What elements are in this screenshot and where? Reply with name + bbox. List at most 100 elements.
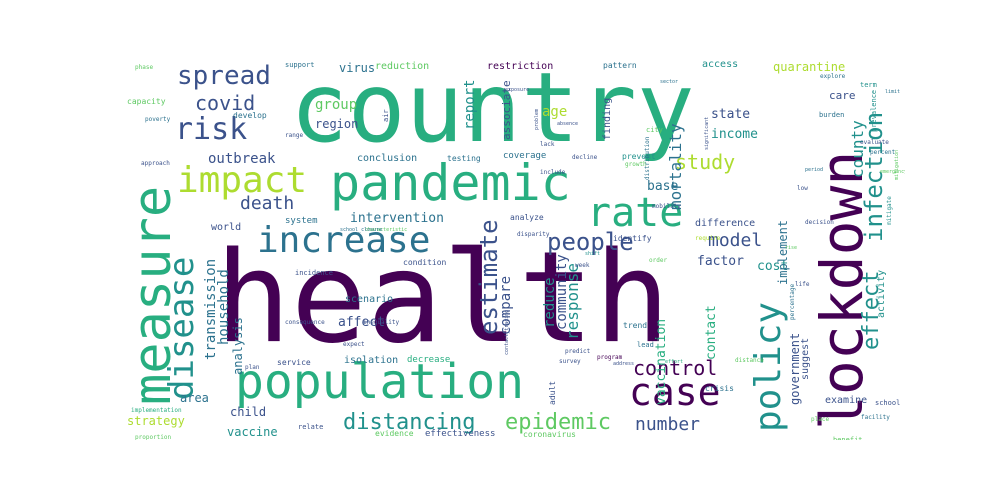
word-region: region [315,117,359,131]
word-state: state [711,107,751,122]
word-consequence: consequence [285,319,325,326]
word-prevent: prevent [622,152,656,161]
word-increase: increase [257,220,431,261]
word-coronavirus: coronavirus [523,430,576,439]
word-approach: approach [141,160,170,167]
word-affect: affect [338,315,385,330]
word-conclusion: conclusion [357,153,418,164]
word-phase: phase [135,64,154,71]
word-rise: rise [785,245,798,251]
word-care: care [829,89,856,102]
word-isolation: isolation [344,355,399,366]
word-income: income [711,127,758,142]
word-term: term [860,81,877,89]
word-school: school [875,399,901,407]
word-include: include [540,169,566,176]
word-air: air [382,109,390,122]
word-strategy: strategy [127,414,185,428]
word-world: world [211,222,242,233]
word-scenario: scenario [345,294,394,305]
word-implementation: implementation [131,407,182,414]
word-analysis: analysis [231,317,245,375]
word-plan: plan [245,364,260,371]
word-report: report [462,79,478,130]
word-benefit: benefit [833,436,863,441]
word-trend: trend [623,321,648,330]
word-death: death [240,193,295,214]
word-incidence: incidence [295,269,333,277]
word-capacity: capacity [127,97,166,106]
word-cost: cost [757,259,789,274]
word-identify: identify [613,234,652,243]
word-evidence: evidence [375,429,414,438]
word-percent: percent [870,149,896,156]
word-coverage: coverage [503,151,547,161]
word-relate: relate [298,423,324,431]
word-significant: significant [704,116,710,150]
word-proportion: proportion [135,434,172,441]
word-poverty: poverty [145,116,171,123]
word-restriction: restriction [487,61,554,72]
word-decrease: decrease [407,355,451,365]
word-adult: adult [548,380,557,405]
word-health: health [215,224,671,371]
word-base: base [647,179,679,194]
word-low: low [797,185,808,192]
word-decision: decision [805,219,834,226]
word-condition: condition [403,258,447,267]
word-mobility: mobility [652,203,681,210]
word-control: control [633,356,718,380]
word-burden: burden [819,111,845,119]
word-period: period [805,167,824,173]
word-country: country [290,60,695,164]
word-reduction: reduction [375,61,430,72]
word-problem: problem [534,108,540,130]
word-mortality: mortality [666,123,685,210]
word-facility: facility [861,414,890,421]
word-develop: develop [233,111,267,120]
word-difference: difference [695,218,756,229]
word-rate: rate [587,190,684,236]
word-order: order [649,257,668,264]
word-percentage: percentage [789,283,796,320]
word-school-closure: school_closure [340,227,383,233]
word-decline: decline [572,154,598,161]
word-expect: expect [343,341,365,348]
word-activity: activity [876,269,887,318]
word-people: people [547,228,634,256]
word-system: system [285,216,318,226]
word-intervention: intervention [350,211,444,226]
word-household: household [216,269,232,345]
word-sector: sector [660,79,679,85]
word-shift: shift [585,251,601,257]
word-area: area [180,391,209,405]
word-covid: covid [195,91,256,115]
word-survey: survey [559,358,581,365]
word-epidemic: epidemic [505,410,611,435]
word-absence: absence [557,121,579,127]
word-suggest: suggest [800,337,811,380]
word-impact: impact [177,160,308,201]
word-vaccine: vaccine [227,425,278,439]
word-distance: distance [735,357,764,364]
word-pattern: pattern [603,61,637,70]
word-pandemic: pandemic [330,154,571,212]
word-emergency: emergency [880,169,905,175]
word-analyze: analyze [510,213,544,222]
word-mitigation: mitigation [894,149,900,180]
word-support: support [285,61,315,69]
word-quarantine: quarantine [773,60,846,74]
word-program: program [597,354,623,361]
word-city: city [646,126,663,134]
word-characteristic: characteristic [365,227,408,233]
word-risk: risk [175,112,248,147]
word-inequality: inequality [363,319,400,326]
word-address: address [613,361,635,367]
word-contact-tracing: contact_tracing [504,309,510,355]
word-disparity: disparity [517,231,550,238]
word-evaluate: evaluate [860,139,889,146]
word-predict: predict [565,348,591,355]
word-effort: effort [665,359,684,365]
word-model: model [708,230,763,251]
word-contact: contact [704,305,719,360]
